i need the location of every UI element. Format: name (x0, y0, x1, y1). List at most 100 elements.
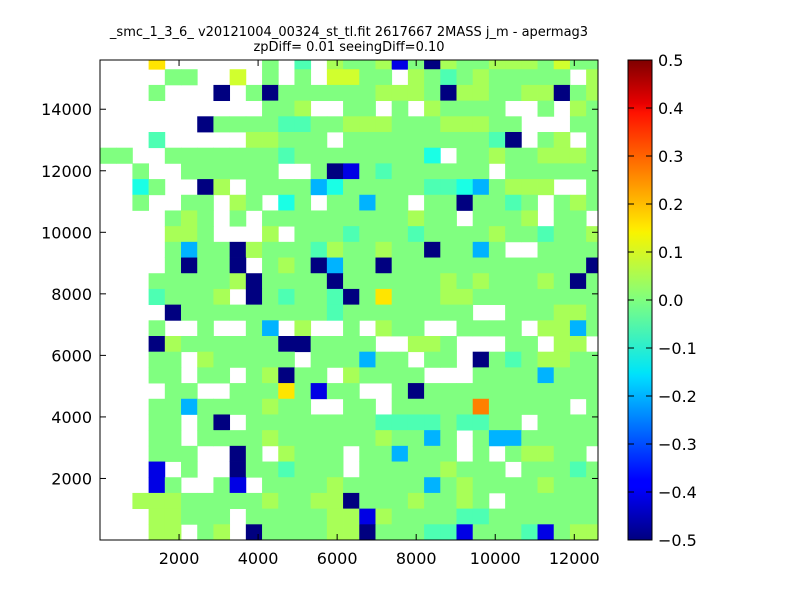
heatmap-cell (456, 524, 474, 540)
heatmap-cell (326, 477, 344, 494)
heatmap-cell (262, 351, 279, 368)
heatmap-cell (456, 288, 474, 306)
heatmap-cell (278, 524, 295, 540)
heatmap-cell (213, 147, 231, 164)
heatmap-cell (440, 210, 457, 227)
heatmap-cell (343, 383, 360, 400)
heatmap-cell (424, 430, 441, 447)
heatmap-cell (407, 273, 425, 290)
heatmap-cell (521, 524, 538, 540)
colorbar-tick-label: −0.1 (658, 339, 697, 358)
heatmap-cell (326, 336, 344, 353)
heatmap-cell (278, 210, 295, 227)
colorbar-tick-label: −0.5 (658, 531, 697, 550)
heatmap-cell (343, 320, 360, 337)
heatmap-cell (456, 241, 474, 258)
heatmap-cell (488, 210, 506, 227)
heatmap-cell (586, 273, 598, 290)
heatmap-cell (197, 179, 214, 196)
heatmap-cell (424, 116, 441, 133)
heatmap-cell (505, 367, 522, 384)
heatmap-cell (181, 210, 198, 227)
heatmap-cell (326, 304, 344, 321)
heatmap-cell (343, 194, 360, 211)
heatmap-cell (278, 430, 295, 447)
heatmap-cell (569, 524, 587, 540)
heatmap-cell (197, 508, 214, 525)
heatmap-cell (294, 84, 312, 102)
heatmap-cell (488, 273, 506, 290)
heatmap-cell (294, 288, 312, 306)
heatmap-cell (164, 492, 182, 510)
heatmap-cell (472, 273, 490, 290)
heatmap-cell (537, 524, 555, 540)
heatmap-cell (586, 351, 598, 368)
heatmap-cell (164, 69, 182, 86)
heatmap-cell (472, 60, 490, 70)
heatmap-cell (245, 163, 263, 180)
heatmap-cell (229, 336, 247, 353)
heatmap-cell (375, 351, 393, 368)
heatmap-cell (569, 320, 587, 337)
heatmap-cell (262, 116, 279, 133)
heatmap-cell (343, 210, 360, 227)
heatmap-cell (326, 69, 344, 86)
heatmap-cell (148, 508, 166, 525)
heatmap-cell (310, 492, 328, 510)
heatmap-cell (440, 84, 457, 102)
heatmap-cell (440, 273, 457, 290)
heatmap-cell (197, 257, 214, 274)
heatmap-cell (278, 398, 295, 415)
heatmap-cell (569, 492, 587, 510)
heatmap-cell (278, 257, 295, 274)
heatmap-cell (326, 257, 344, 274)
heatmap-cell (116, 147, 133, 164)
heatmap-cell (472, 226, 490, 243)
heatmap-cell (278, 367, 295, 384)
heatmap-cell (132, 194, 150, 211)
heatmap-cell (569, 226, 587, 243)
heatmap-cell (294, 257, 312, 274)
heatmap-cell (359, 226, 376, 243)
heatmap-cell (213, 116, 231, 133)
heatmap-cell (164, 508, 182, 525)
heatmap-cell (505, 445, 522, 462)
heatmap-cell (440, 194, 457, 211)
heatmap-cell (505, 163, 522, 180)
heatmap-cell (569, 100, 587, 117)
heatmap-cell (197, 194, 214, 211)
heatmap-cell (164, 257, 182, 274)
heatmap-cell (375, 179, 393, 196)
heatmap-cell (391, 241, 409, 258)
heatmap-cell (586, 84, 598, 102)
heatmap-cell (586, 461, 598, 478)
heatmap-cell (440, 414, 457, 431)
heatmap-cell (262, 210, 279, 227)
heatmap-cell (148, 492, 166, 510)
heatmap-cell (326, 116, 344, 133)
heatmap-cell (472, 147, 490, 164)
heatmap-cell (569, 351, 587, 368)
heatmap-cell (229, 147, 247, 164)
heatmap-cell (569, 147, 587, 164)
heatmap-cell (569, 336, 587, 353)
heatmap-cell (310, 210, 328, 227)
heatmap-cell (553, 226, 571, 243)
heatmap-cell (326, 524, 344, 540)
heatmap-cell (343, 257, 360, 274)
heatmap-cell (310, 226, 328, 243)
heatmap-cell (229, 430, 247, 447)
heatmap-cell (326, 60, 344, 70)
heatmap-cell (424, 461, 441, 478)
heatmap-cell (294, 273, 312, 290)
heatmap-cell (569, 241, 587, 258)
heatmap-cell (537, 60, 555, 70)
heatmap-cell (569, 304, 587, 321)
heatmap-cell (407, 163, 425, 180)
heatmap-cell (553, 241, 571, 258)
heatmap-cell (229, 492, 247, 510)
heatmap-cell (245, 492, 263, 510)
heatmap-cell (181, 241, 198, 258)
heatmap-cell (197, 163, 214, 180)
heatmap-cell (407, 461, 425, 478)
